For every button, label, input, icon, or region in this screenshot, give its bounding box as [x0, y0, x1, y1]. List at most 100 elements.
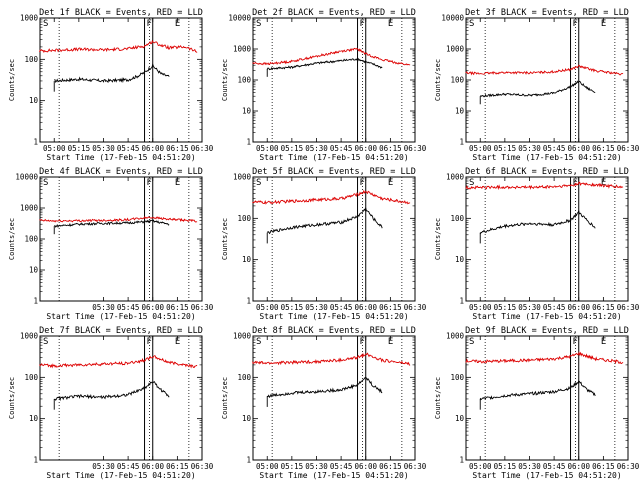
- y-tick-label: 1: [459, 456, 464, 465]
- marker-f: F: [573, 19, 578, 29]
- x-axis-label: Start Time (17-Feb-15 04:51:20): [259, 471, 408, 480]
- y-tick-label: 1000: [233, 45, 252, 54]
- x-tick-label: 06:30: [404, 462, 427, 471]
- y-tick-label: 10000: [228, 14, 251, 23]
- panel-title: Det 6f BLACK = Events, RED = LLD: [465, 167, 629, 177]
- x-tick-label: 06:00: [354, 144, 377, 153]
- x-tick-label: 05:30: [92, 303, 115, 312]
- panel-det-8: Det 8f BLACK = Events, RED = LLD 1 10 100 10…: [221, 326, 427, 480]
- y-tick-label: 1000: [446, 45, 465, 54]
- x-tick-label: 05:00: [469, 144, 492, 153]
- y-tick-label: 10: [29, 266, 39, 275]
- series-events: [54, 219, 170, 228]
- series-events: [479, 380, 596, 401]
- y-axis-label: Counts/sec: [8, 218, 16, 260]
- series-lld: [39, 39, 198, 53]
- marker-e: E: [601, 337, 606, 347]
- x-tick-label: 05:45: [117, 303, 140, 312]
- x-tick-label: 05:00: [256, 303, 279, 312]
- x-tick-label: 06:30: [404, 303, 427, 312]
- y-tick-label: 10: [242, 255, 252, 264]
- x-tick-label: 06:00: [354, 303, 377, 312]
- y-tick-label: 1: [459, 138, 464, 147]
- panel-title: Det 7f BLACK = Events, RED = LLD: [39, 326, 203, 336]
- panel-det-1: Det 1f BLACK = Events, RED = LLD 1 10 100 10…: [8, 8, 214, 162]
- y-tick-label: 1: [33, 297, 38, 306]
- y-tick-label: 10000: [15, 173, 38, 182]
- x-tick-label: 06:30: [191, 144, 214, 153]
- y-tick-label: 100: [24, 373, 38, 382]
- y-tick-label: 1000: [446, 173, 465, 182]
- x-tick-label: 05:30: [92, 462, 115, 471]
- y-tick-label: 1: [33, 456, 38, 465]
- x-tick-label: 05:15: [281, 144, 304, 153]
- panel-title: Det 1f BLACK = Events, RED = LLD: [39, 8, 203, 18]
- x-tick-label: 05:45: [330, 144, 353, 153]
- x-tick-label: 06:15: [592, 303, 615, 312]
- panel-title: Det 8f BLACK = Events, RED = LLD: [252, 326, 416, 336]
- panel-det-5: Det 5f BLACK = Events, RED = LLD 1 10 100 10…: [221, 167, 427, 321]
- marker-s: S: [43, 337, 48, 347]
- panel-det-6: Det 6f BLACK = Events, RED = LLD 1 10 100 10…: [434, 167, 640, 321]
- x-axis-label: Start Time (17-Feb-15 04:51:20): [259, 153, 408, 162]
- panel-title: Det 9f BLACK = Events, RED = LLD: [465, 326, 629, 336]
- x-tick-label: 06:00: [567, 462, 590, 471]
- series-lld: [252, 189, 411, 205]
- panel-title: Det 2f BLACK = Events, RED = LLD: [252, 8, 416, 18]
- y-tick-label: 100: [450, 373, 464, 382]
- x-tick-label: 05:15: [494, 144, 517, 153]
- x-tick-label: 05:30: [518, 144, 541, 153]
- marker-s: S: [469, 178, 474, 188]
- plot-frame: [465, 335, 629, 461]
- series-events: [479, 80, 596, 98]
- x-tick-label: 05:00: [256, 144, 279, 153]
- x-axis-label: Start Time (17-Feb-15 04:51:20): [46, 312, 195, 321]
- x-tick-label: 05:30: [518, 303, 541, 312]
- y-tick-label: 10000: [441, 14, 464, 23]
- y-axis-label: Counts/sec: [434, 377, 442, 419]
- y-tick-label: 10: [455, 107, 465, 116]
- x-tick-label: 05:30: [305, 144, 328, 153]
- y-tick-label: 10: [455, 255, 465, 264]
- x-tick-label: 05:45: [117, 462, 140, 471]
- x-axis-label: Start Time (17-Feb-15 04:51:20): [46, 153, 195, 162]
- x-tick-label: 06:30: [191, 462, 214, 471]
- marker-e: E: [388, 178, 393, 188]
- x-tick-label: 05:45: [543, 303, 566, 312]
- y-tick-label: 10: [29, 96, 39, 105]
- y-tick-label: 1000: [233, 332, 252, 341]
- x-tick-label: 06:30: [404, 144, 427, 153]
- y-tick-label: 100: [450, 76, 464, 85]
- marker-e: E: [175, 178, 180, 188]
- x-tick-label: 06:15: [166, 462, 189, 471]
- marker-s: S: [256, 19, 261, 29]
- x-tick-label: 06:30: [617, 303, 640, 312]
- marker-e: E: [601, 178, 606, 188]
- x-tick-label: 06:15: [592, 144, 615, 153]
- y-tick-label: 100: [237, 76, 251, 85]
- y-axis-label: Counts/sec: [434, 59, 442, 101]
- x-tick-label: 05:15: [494, 462, 517, 471]
- x-tick-label: 06:15: [592, 462, 615, 471]
- y-axis-label: Counts/sec: [434, 218, 442, 260]
- marker-e: E: [388, 19, 393, 29]
- y-tick-label: 1000: [20, 14, 39, 23]
- y-axis-label: Counts/sec: [221, 218, 229, 260]
- marker-f: F: [147, 178, 152, 188]
- panel-det-9: Det 9f BLACK = Events, RED = LLD 1 10 100 10…: [434, 326, 640, 480]
- panel-det-3: Det 3f BLACK = Events, RED = LLD 1 10 100 10…: [434, 8, 640, 162]
- series-lld: [252, 352, 411, 366]
- x-tick-label: 06:15: [166, 303, 189, 312]
- y-tick-label: 10: [242, 107, 252, 116]
- series-events: [479, 209, 596, 235]
- y-tick-label: 100: [450, 214, 464, 223]
- y-tick-label: 100: [24, 235, 38, 244]
- x-tick-label: 05:45: [543, 144, 566, 153]
- y-tick-label: 100: [237, 214, 251, 223]
- marker-f: F: [147, 337, 152, 347]
- panel-title: Det 4f BLACK = Events, RED = LLD: [39, 167, 203, 177]
- series-events: [54, 62, 170, 84]
- series-lld: [465, 64, 624, 76]
